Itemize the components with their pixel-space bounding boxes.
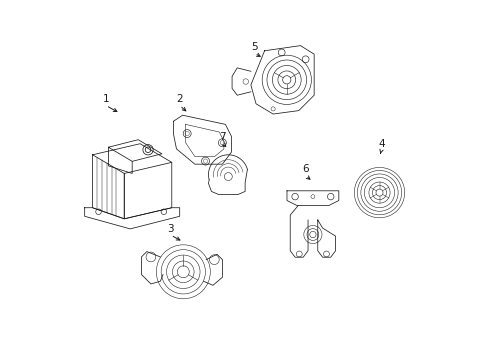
Text: 4: 4 (377, 139, 384, 149)
Text: 1: 1 (102, 94, 109, 104)
Text: 5: 5 (251, 42, 257, 52)
Text: 7: 7 (219, 132, 226, 142)
Text: 6: 6 (302, 164, 308, 174)
Text: 3: 3 (167, 224, 174, 234)
Text: 2: 2 (176, 94, 183, 104)
